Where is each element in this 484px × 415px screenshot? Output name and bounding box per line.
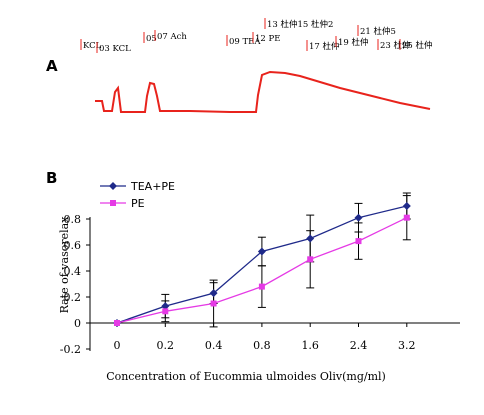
annotation-label: 25 杜仲	[402, 40, 433, 51]
annotation-label: KCL	[83, 41, 102, 51]
x-tick-label: 1.6	[301, 339, 319, 352]
y-ticks: -0.2 0 0.2 0.4 0.6 0.8	[60, 213, 90, 356]
data-point	[162, 308, 169, 315]
tension-trace	[95, 70, 431, 113]
annotation-label: 13 杜仲15 杜仲2	[267, 19, 333, 30]
y-axis-label: Rate of vasorelax	[58, 216, 71, 314]
data-point	[210, 300, 217, 307]
legend: TEA+PE PE	[100, 180, 175, 210]
legend-label: TEA+PE	[130, 180, 175, 193]
x-tick-label: 0.2	[157, 339, 175, 352]
data-point	[403, 214, 410, 221]
annotation-label: 21 杜仲5	[360, 26, 396, 37]
series-lines	[113, 202, 411, 327]
y-tick-label: 0.2	[64, 291, 82, 304]
annotation-label: 19 杜仲	[338, 37, 369, 48]
data-point	[114, 320, 120, 326]
y-tick-label: 0.6	[64, 239, 82, 252]
panel-a-trace	[95, 70, 431, 113]
x-tick-label: 3.2	[398, 339, 416, 352]
panel-b-chart: -0.2 0 0.2 0.4 0.6 0.8 0 0.2 0.4 0.8 1.6 2.4 3.2 TE…	[58, 180, 460, 383]
data-point	[306, 234, 315, 243]
x-ticks: 0 0.2 0.4 0.8 1.6 2.4 3.2	[114, 323, 416, 352]
legend-marker	[109, 182, 117, 190]
annotation-label: 07 Ach	[157, 32, 187, 42]
x-tick-label: 0	[114, 339, 121, 352]
data-point	[209, 289, 218, 298]
panel-a-label: A	[46, 57, 58, 75]
data-point	[355, 238, 362, 245]
annotation-label: 05	[146, 34, 157, 44]
x-tick-label: 0.4	[205, 339, 223, 352]
x-tick-label: 0.8	[253, 339, 271, 352]
data-point	[354, 213, 363, 222]
annotation-label: 12 PE	[255, 34, 280, 44]
panel-b-label: B	[46, 169, 57, 187]
x-axis-label: Concentration of Eucommia ulmoides Oliv(…	[106, 370, 386, 383]
annotation-label: 17 杜仲	[309, 41, 340, 52]
data-point	[161, 302, 170, 311]
data-point	[402, 202, 411, 210]
legend-label: PE	[131, 197, 145, 210]
annotation-label: 09 TEA	[229, 37, 261, 47]
x-tick-label: 2.4	[350, 339, 368, 352]
legend-marker	[110, 200, 116, 206]
data-point	[257, 247, 266, 256]
data-point	[258, 283, 265, 290]
y-tick-label: 0.8	[64, 213, 82, 226]
data-point	[307, 256, 314, 263]
y-tick-label: -0.2	[60, 343, 81, 356]
error-bars	[161, 192, 411, 328]
y-tick-label: 0	[74, 317, 81, 330]
annotation-label: 03 KCL	[99, 44, 131, 54]
annotation-label: 23 杜仲	[380, 40, 411, 51]
y-tick-label: 0.4	[64, 265, 82, 278]
